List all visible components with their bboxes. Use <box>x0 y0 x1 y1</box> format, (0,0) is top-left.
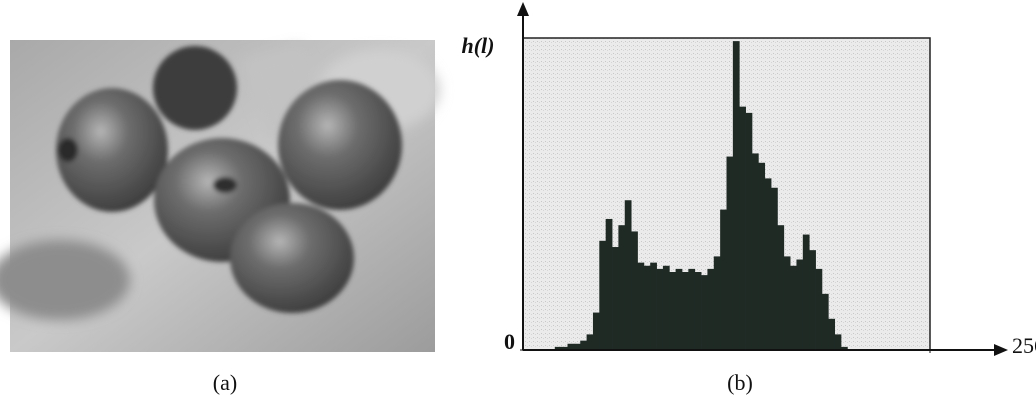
bar <box>587 334 594 350</box>
bar <box>669 272 676 350</box>
bar <box>599 241 606 350</box>
bar <box>733 41 740 350</box>
bar <box>790 266 797 350</box>
bar <box>809 250 816 350</box>
bar <box>796 260 803 350</box>
bar <box>777 225 784 350</box>
x-tick-label: 256 <box>1012 333 1036 358</box>
x-arrow <box>994 344 1008 356</box>
bar <box>828 319 835 350</box>
bar <box>631 231 638 350</box>
bar <box>752 153 759 350</box>
bar <box>606 219 613 350</box>
bar <box>771 188 778 350</box>
bar <box>822 294 829 350</box>
bar <box>758 163 765 350</box>
bar <box>688 269 695 350</box>
bar <box>618 225 625 350</box>
bar <box>637 263 644 350</box>
bar <box>701 275 708 350</box>
bar <box>650 263 657 350</box>
bar <box>593 313 600 350</box>
figure: (a) h(l) (b) 0 256 <box>0 0 1036 400</box>
bar <box>746 113 753 350</box>
bar <box>816 269 823 350</box>
bar <box>580 341 587 350</box>
bar <box>663 266 670 350</box>
bar <box>727 157 734 350</box>
bar <box>676 269 683 350</box>
bar <box>714 256 721 350</box>
bar <box>835 334 842 350</box>
bar <box>707 269 714 350</box>
bar <box>803 235 810 350</box>
bar <box>784 256 791 350</box>
photo <box>0 40 440 352</box>
bar <box>682 272 689 350</box>
y-arrow <box>517 2 529 16</box>
bar <box>695 272 702 350</box>
bar <box>657 269 664 350</box>
bar <box>765 178 772 350</box>
bar <box>625 200 632 350</box>
bar <box>612 247 619 350</box>
bar <box>739 107 746 350</box>
chart-caption: (b) <box>727 370 753 395</box>
y-axis-label: h(l) <box>462 33 495 58</box>
image-caption: (a) <box>213 370 237 395</box>
y-tick-label: 0 <box>504 329 515 354</box>
bar <box>644 266 651 350</box>
bar <box>720 210 727 350</box>
